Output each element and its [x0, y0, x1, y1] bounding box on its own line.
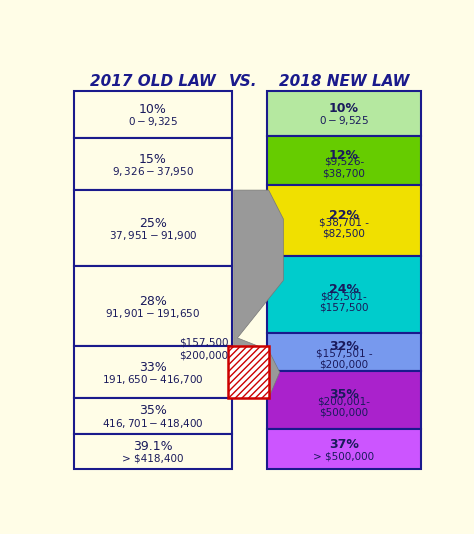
- FancyBboxPatch shape: [267, 256, 421, 333]
- Text: 33%: 33%: [139, 361, 167, 374]
- FancyBboxPatch shape: [74, 91, 232, 138]
- FancyBboxPatch shape: [267, 429, 421, 469]
- FancyBboxPatch shape: [267, 333, 421, 371]
- Text: 2017 OLD LAW: 2017 OLD LAW: [90, 74, 216, 89]
- Text: $9,326 - $37,950: $9,326 - $37,950: [112, 165, 194, 178]
- FancyBboxPatch shape: [267, 371, 421, 429]
- FancyBboxPatch shape: [228, 346, 269, 398]
- FancyBboxPatch shape: [74, 346, 232, 398]
- Text: $82,501-
$157,500: $82,501- $157,500: [319, 291, 369, 313]
- Text: 24%: 24%: [329, 283, 359, 296]
- Text: $200,001-
$500,000: $200,001- $500,000: [318, 396, 371, 418]
- Text: 39.1%: 39.1%: [133, 440, 173, 453]
- Text: $157,500: $157,500: [179, 338, 228, 348]
- FancyBboxPatch shape: [267, 185, 421, 256]
- Text: > $418,400: > $418,400: [122, 454, 183, 464]
- Text: 10%: 10%: [329, 102, 359, 115]
- Text: $416,701 - $418,400: $416,701 - $418,400: [102, 417, 204, 430]
- FancyBboxPatch shape: [74, 266, 232, 346]
- Text: 28%: 28%: [139, 295, 167, 308]
- Text: $191,650 - $416,700: $191,650 - $416,700: [102, 373, 204, 386]
- Text: $0 - $9,525: $0 - $9,525: [319, 114, 369, 127]
- Text: VS.: VS.: [228, 74, 257, 89]
- Text: $0 - $9,325: $0 - $9,325: [128, 115, 178, 128]
- Text: > $500,000: > $500,000: [313, 451, 374, 461]
- FancyBboxPatch shape: [74, 190, 232, 266]
- Polygon shape: [234, 190, 283, 398]
- FancyBboxPatch shape: [74, 138, 232, 190]
- Text: 25%: 25%: [139, 216, 167, 230]
- FancyBboxPatch shape: [267, 136, 421, 185]
- Text: $91,901 - $191,650: $91,901 - $191,650: [105, 307, 201, 320]
- Text: 37%: 37%: [329, 437, 359, 451]
- Text: $200,000: $200,000: [179, 350, 228, 360]
- Text: 32%: 32%: [329, 340, 359, 353]
- FancyBboxPatch shape: [74, 398, 232, 434]
- Text: 12%: 12%: [329, 149, 359, 162]
- Text: 35%: 35%: [329, 388, 359, 401]
- Text: 2018 NEW LAW: 2018 NEW LAW: [279, 74, 409, 89]
- Text: 22%: 22%: [329, 209, 359, 222]
- Text: $9,526-
$38,700: $9,526- $38,700: [322, 157, 365, 178]
- Text: 35%: 35%: [139, 404, 167, 418]
- FancyBboxPatch shape: [267, 91, 421, 136]
- Text: $38,701 -
$82,500: $38,701 - $82,500: [319, 217, 369, 239]
- Text: 15%: 15%: [139, 153, 167, 166]
- FancyBboxPatch shape: [74, 434, 232, 469]
- Text: 10%: 10%: [139, 103, 167, 116]
- Text: $37,951 - $91,900: $37,951 - $91,900: [109, 229, 197, 242]
- Text: $157,501 -
$200,000: $157,501 - $200,000: [316, 348, 372, 370]
